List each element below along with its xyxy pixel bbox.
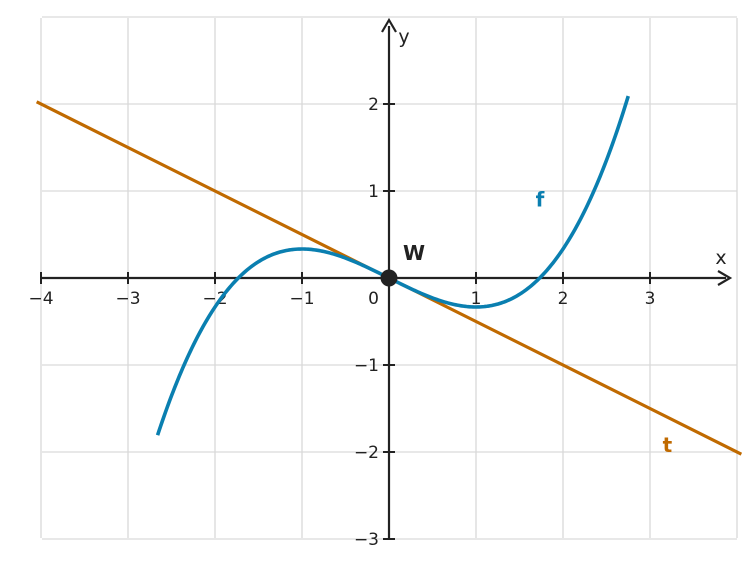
x-tick-label: 1: [471, 289, 482, 309]
x-tick-label: 2: [558, 289, 569, 309]
x-axis-label: x: [715, 247, 726, 269]
x-tick-label: −3: [115, 289, 140, 309]
y-tick-label: −2: [354, 443, 379, 463]
series-f-curve: [155, 95, 630, 436]
y-tick-label: 2: [368, 95, 379, 115]
y-axis-label: y: [398, 26, 409, 48]
point-w-marker: [380, 269, 398, 287]
labels: x y Wf t: [398, 26, 726, 457]
ticks: −4 −3 −2 −1 1 2 3 −3 −2 −1 1 2 0: [28, 95, 655, 550]
series-t-label: t: [663, 433, 673, 457]
y-tick-label: 1: [368, 182, 379, 202]
y-tick-label: −1: [354, 356, 379, 376]
x-axis-arrow-icon: [717, 270, 733, 286]
y-tick-label: −3: [354, 530, 379, 550]
series-f-label: f: [536, 188, 545, 212]
x-tick-label: 3: [645, 289, 656, 309]
x-tick-label: −1: [289, 289, 314, 309]
x-tick-label: −4: [28, 289, 53, 309]
origin-label: 0: [368, 289, 379, 309]
x-tick-label: −2: [202, 289, 227, 309]
curves: [35, 95, 743, 456]
point-w-label: W: [403, 241, 425, 265]
y-axis-arrow-icon: [381, 17, 397, 33]
